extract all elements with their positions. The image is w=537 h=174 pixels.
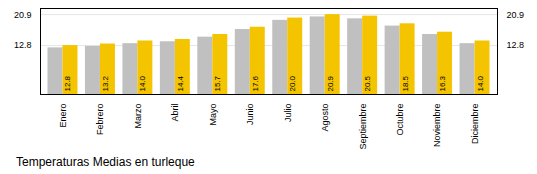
svg-text:Septiembre: Septiembre xyxy=(358,104,368,150)
svg-text:Agosto: Agosto xyxy=(320,104,330,132)
svg-text:14.0: 14.0 xyxy=(138,75,147,91)
svg-text:12.8: 12.8 xyxy=(63,75,72,91)
svg-text:20.9: 20.9 xyxy=(14,9,32,19)
svg-text:20.5: 20.5 xyxy=(363,75,372,91)
svg-text:20.9: 20.9 xyxy=(326,75,335,91)
svg-text:Marzo: Marzo xyxy=(133,104,143,129)
svg-text:Julio: Julio xyxy=(283,104,293,123)
html-text:Temperaturas Medias en turlequ: Temperaturas Medias en turleque xyxy=(16,155,195,169)
svg-text:15.7: 15.7 xyxy=(213,75,222,91)
svg-text:Abril: Abril xyxy=(170,104,180,122)
svg-text:Mayo: Mayo xyxy=(208,104,218,126)
svg-text:14.4: 14.4 xyxy=(176,75,185,91)
svg-text:17.6: 17.6 xyxy=(251,75,260,91)
svg-text:12.8: 12.8 xyxy=(14,40,32,50)
svg-text:Febrero: Febrero xyxy=(95,104,105,136)
svg-text:Junio: Junio xyxy=(245,104,255,126)
svg-text:20.9: 20.9 xyxy=(507,9,525,19)
svg-text:16.3: 16.3 xyxy=(438,75,447,91)
svg-text:Noviembre: Noviembre xyxy=(432,104,442,148)
svg-text:Enero: Enero xyxy=(58,104,68,128)
svg-text:13.2: 13.2 xyxy=(101,75,110,91)
svg-text:12.8: 12.8 xyxy=(507,40,525,50)
svg-text:Octubre: Octubre xyxy=(395,104,405,136)
svg-text:14.0: 14.0 xyxy=(476,75,485,91)
svg-text:20.0: 20.0 xyxy=(288,75,297,91)
svg-text:18.5: 18.5 xyxy=(401,75,410,91)
svg-text:Diciembre: Diciembre xyxy=(470,104,480,145)
